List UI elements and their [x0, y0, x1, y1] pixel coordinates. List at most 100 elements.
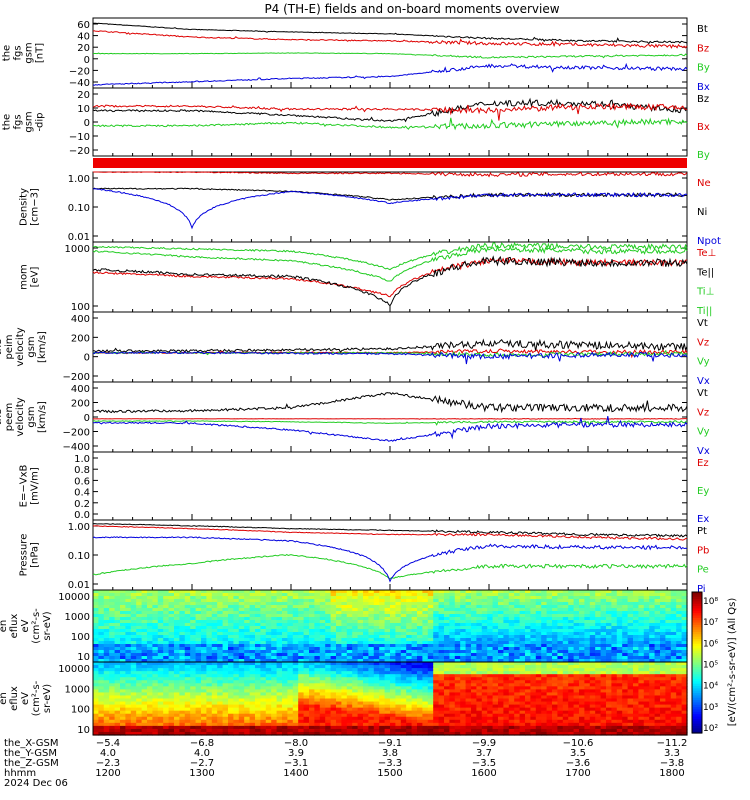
spectrogram-cell [125, 653, 132, 657]
spectrogram-cell [201, 686, 207, 690]
spectrogram-cell [314, 683, 321, 687]
spectrogram-cell [190, 674, 197, 678]
spectrogram-cell [562, 617, 569, 621]
spectrogram-cell [190, 605, 197, 609]
spectrogram-cell [368, 698, 375, 703]
spectrogram-cell [562, 590, 569, 594]
spectrogram-cell [309, 593, 315, 597]
spectrogram-cell [184, 722, 191, 727]
spectrogram-cell [217, 662, 224, 666]
spectrogram-cell [260, 638, 267, 642]
spectrogram-cell [384, 731, 391, 736]
spectrogram-cell [98, 593, 105, 597]
spectrogram-cell [141, 689, 148, 694]
spectrogram-cell [282, 704, 288, 709]
spectrogram-cell [379, 599, 386, 603]
spectrogram-cell [444, 599, 450, 603]
spectrogram-cell [562, 605, 569, 609]
ytick-label: 0.4 [74, 488, 90, 499]
spectrogram-cell [670, 608, 677, 612]
spectrogram-cell [363, 650, 369, 654]
spectrogram-cell [379, 659, 386, 663]
spectrogram-cell [319, 692, 326, 697]
spectrogram-cell [665, 608, 672, 612]
spectrogram-cell [195, 683, 202, 687]
spectrogram-cell [314, 662, 321, 666]
spectrogram-cell [395, 668, 402, 672]
spectrogram-cell [460, 596, 467, 600]
spectrogram-cell [228, 596, 234, 600]
spectrogram-cell [665, 632, 672, 636]
spectrogram-cell [433, 620, 440, 624]
spectrogram-cell [346, 596, 353, 600]
spectrogram-cell [249, 668, 256, 672]
spectrogram-cell [357, 665, 364, 669]
spectrogram-cell [147, 659, 153, 663]
spectrogram-cell [125, 590, 132, 594]
spectrogram-cell [541, 620, 548, 624]
spectrogram-cell [438, 707, 445, 712]
spectrogram-cell [292, 731, 299, 736]
spectrogram-cell [330, 635, 337, 639]
spectrogram-cell [336, 632, 342, 636]
spectrogram-cell [670, 593, 677, 597]
spectrogram-cell [373, 590, 380, 594]
spectrogram-cell [406, 719, 413, 724]
spectrogram-cell [460, 668, 467, 672]
spectrogram-cell [406, 599, 413, 603]
spectrogram-cell [130, 701, 137, 706]
spectrogram-cell [498, 608, 504, 612]
spectrogram-cell [665, 644, 672, 648]
spectrogram-cell [627, 608, 634, 612]
spectrogram-cell [595, 644, 602, 648]
spectrogram-cell [271, 602, 278, 606]
spectrogram-cell [98, 716, 105, 721]
spectrogram-cell [93, 680, 99, 684]
spectrogram-cell [249, 671, 256, 675]
spectrogram-cell [271, 614, 278, 618]
spectrogram-cell [427, 665, 434, 669]
spectrogram-cell [633, 635, 639, 639]
spectrogram-cell [584, 611, 591, 615]
spectrogram-cell [654, 617, 661, 621]
spectrogram-cell [438, 626, 445, 630]
spectrogram-cell [417, 638, 423, 642]
spectrogram-cell [303, 731, 310, 736]
spectrogram-cell [643, 653, 650, 657]
spectrogram-cell [535, 596, 542, 600]
spectrogram-cell [233, 659, 240, 663]
spectrogram-cell [125, 668, 132, 672]
spectrogram-cell [244, 728, 251, 733]
spectrogram-cell [228, 650, 234, 654]
spectrogram-cell [314, 680, 321, 684]
ytick-label: 10000 [58, 664, 90, 675]
spectrogram-cell [411, 716, 418, 721]
spectrogram-cell [622, 602, 629, 606]
spectrogram-cell [109, 698, 116, 703]
spectrogram-cell [125, 659, 132, 663]
spectrogram-cell [238, 683, 245, 687]
spectrogram-cell [174, 695, 180, 700]
spectrogram-cell [606, 656, 612, 660]
spectrogram-cell [217, 635, 224, 639]
spectrogram-cell [190, 632, 197, 636]
spectrogram-cell [346, 626, 353, 630]
spectrogram-cell [633, 599, 639, 603]
spectrogram-cell [406, 641, 413, 645]
spectrogram-cell [211, 665, 218, 669]
series-Pt [92, 523, 688, 538]
spectrogram-cell [487, 728, 494, 733]
spectrogram-cell [368, 680, 375, 684]
spectrogram-cell [292, 716, 299, 721]
spectrogram-cell [314, 629, 321, 633]
spectrogram-cell [222, 623, 229, 627]
spectrogram-cell [584, 623, 591, 627]
spectrogram-cell [163, 644, 170, 648]
spectrogram-cell [271, 689, 278, 694]
spectrogram-cell [444, 719, 450, 724]
spectrogram-cell [190, 698, 197, 703]
spectrogram-cell [654, 590, 661, 594]
spectrogram-cell [573, 611, 580, 615]
spectrogram-cell [309, 653, 315, 657]
spectrogram-cell [341, 689, 348, 694]
